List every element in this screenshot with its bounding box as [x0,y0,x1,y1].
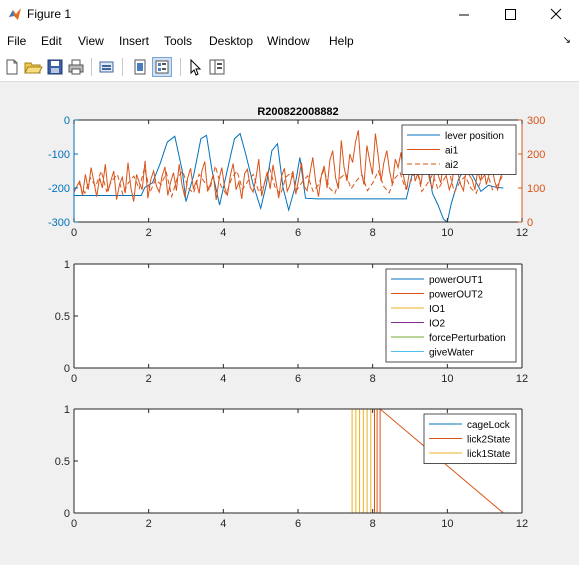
menu-file[interactable]: File [7,34,27,48]
chart1-y-tick-label: -200 [48,183,70,195]
close-icon [550,8,562,20]
chart1-y-tick-label-right: 200 [527,149,545,161]
save-icon [47,59,63,75]
chart2-x-tick-label: 12 [516,373,528,385]
chart1-y-tick-label: 0 [64,115,70,127]
chart1-x-tick-label: 12 [516,227,528,239]
chart3-x-tick-label: 10 [441,518,453,530]
chart3-x-tick-label: 12 [516,518,528,530]
chart3-x-tick-label: 8 [370,518,376,530]
chart2-x-tick-label: 8 [370,373,376,385]
chart1-series-ai1 [73,130,504,202]
window-titlebar: Figure 1 [0,0,579,30]
minimize-icon [459,14,469,16]
chart3-legend-entry: cageLock [467,420,511,431]
chart2-x-tick-label: 6 [295,373,301,385]
chart2-y-tick-label: 1 [64,259,70,271]
chart1-series-lever-position [74,132,504,223]
menu-edit[interactable]: Edit [41,34,62,48]
new-figure-button[interactable] [2,57,22,77]
chart1-y-tick-label: -300 [48,217,70,229]
chart1-y-tick-label: -100 [48,149,70,161]
chart2-y-tick-label: 0 [64,363,70,375]
hide-plot-tools-button[interactable] [130,57,150,77]
chart3-y-tick-label: 0 [64,508,70,520]
figure-toolbar [0,53,579,82]
menu-desktop[interactable]: Desktop [209,34,254,48]
toolbar-separator [180,58,181,76]
chart1-x-tick-label: 4 [220,227,226,239]
chart1-legend-entry: ai1 [445,146,459,157]
menu-tools[interactable]: Tools [164,34,193,48]
open-file-icon [24,62,43,74]
chart3-x-tick-label: 0 [71,518,77,530]
chart1-y-tick-label-right: 300 [527,115,545,127]
print-button[interactable] [66,57,86,77]
chart3-x-tick-label: 4 [220,518,226,530]
new-figure-icon [6,59,18,75]
chart2-legend-entry: forcePerturbation [429,333,506,344]
print-icon [68,59,84,75]
chart2-x-tick-label: 4 [220,373,226,385]
pointer-button[interactable] [185,57,205,77]
figure-canvas: 0 2 4 6 8 10 12 0 -100 -200 -300 300 200 100 0 R2008220… [0,82,579,560]
chart1-x-tick-label: 0 [71,227,77,239]
chart2-x-tick-label: 10 [441,373,453,385]
show-plot-tools-button[interactable] [152,57,172,77]
link-plot-button[interactable] [97,57,117,77]
menu-window[interactable]: Window [267,34,310,48]
chart1-x-tick-label: 8 [370,227,376,239]
figure-plots: 0 2 4 6 8 10 120-100-200-3003002001000R2008220… [48,106,545,530]
chart2-legend-entry: giveWater [429,348,474,359]
window-title: Figure 1 [27,7,72,21]
chart3-legend-entry: lick1State [467,449,511,460]
chart3-legend-entry: lick2State [467,435,511,446]
chart2-legend-entry: IO1 [429,304,446,315]
minimize-button[interactable] [441,0,487,30]
chart1-legend-entry: lever position [445,131,504,142]
toolbar-separator [122,58,123,76]
dock-arrow-icon[interactable]: ↘ [562,35,571,46]
save-button[interactable] [45,57,65,77]
show-plot-tools-icon [155,60,169,74]
toolbar-separator [91,58,92,76]
menu-view[interactable]: View [78,34,104,48]
open-file-button[interactable] [23,57,43,77]
chart1-series-ai2 [73,165,504,199]
chart1-y-tick-label-right: 0 [527,217,533,229]
chart3-x-tick-label: 6 [295,518,301,530]
chart3-series-lick2State [74,407,504,514]
menu-insert[interactable]: Insert [119,34,150,48]
pointer-icon [190,58,202,76]
hide-plot-tools-icon [134,59,146,75]
chart2-legend-entry: powerOUT1 [429,275,483,286]
chart1-y-tick-label-right: 100 [527,183,545,195]
chart2-x-tick-label: 2 [146,373,152,385]
maximize-button[interactable] [487,0,533,30]
chart1-x-tick-label: 2 [146,227,152,239]
maximize-icon [505,9,516,20]
chart2-legend-entry: powerOUT2 [429,290,483,301]
chart2-legend-entry: IO2 [429,319,446,330]
chart3-x-tick-label: 2 [146,518,152,530]
chart3-y-tick-label: 1 [64,404,70,416]
link-plot-icon [99,61,114,73]
chart2-y-tick-label: 0.5 [55,311,70,323]
chart1-legend-entry: ai2 [445,160,459,171]
property-inspector-button[interactable] [207,57,227,77]
matlab-app-icon [9,8,21,20]
menu-bar: File Edit View Insert Tools Desktop Wind… [0,30,579,53]
chart1-title: R200822008882 [257,106,338,118]
menu-help[interactable]: Help [329,34,354,48]
chart2-legend-box [385,268,517,363]
chart3-y-tick-label: 0.5 [55,456,70,468]
close-button[interactable] [533,0,579,30]
chart2-x-tick-label: 0 [71,373,77,385]
chart1-x-tick-label: 10 [441,227,453,239]
chart1-x-tick-label: 6 [295,227,301,239]
property-inspector-icon [209,59,225,75]
